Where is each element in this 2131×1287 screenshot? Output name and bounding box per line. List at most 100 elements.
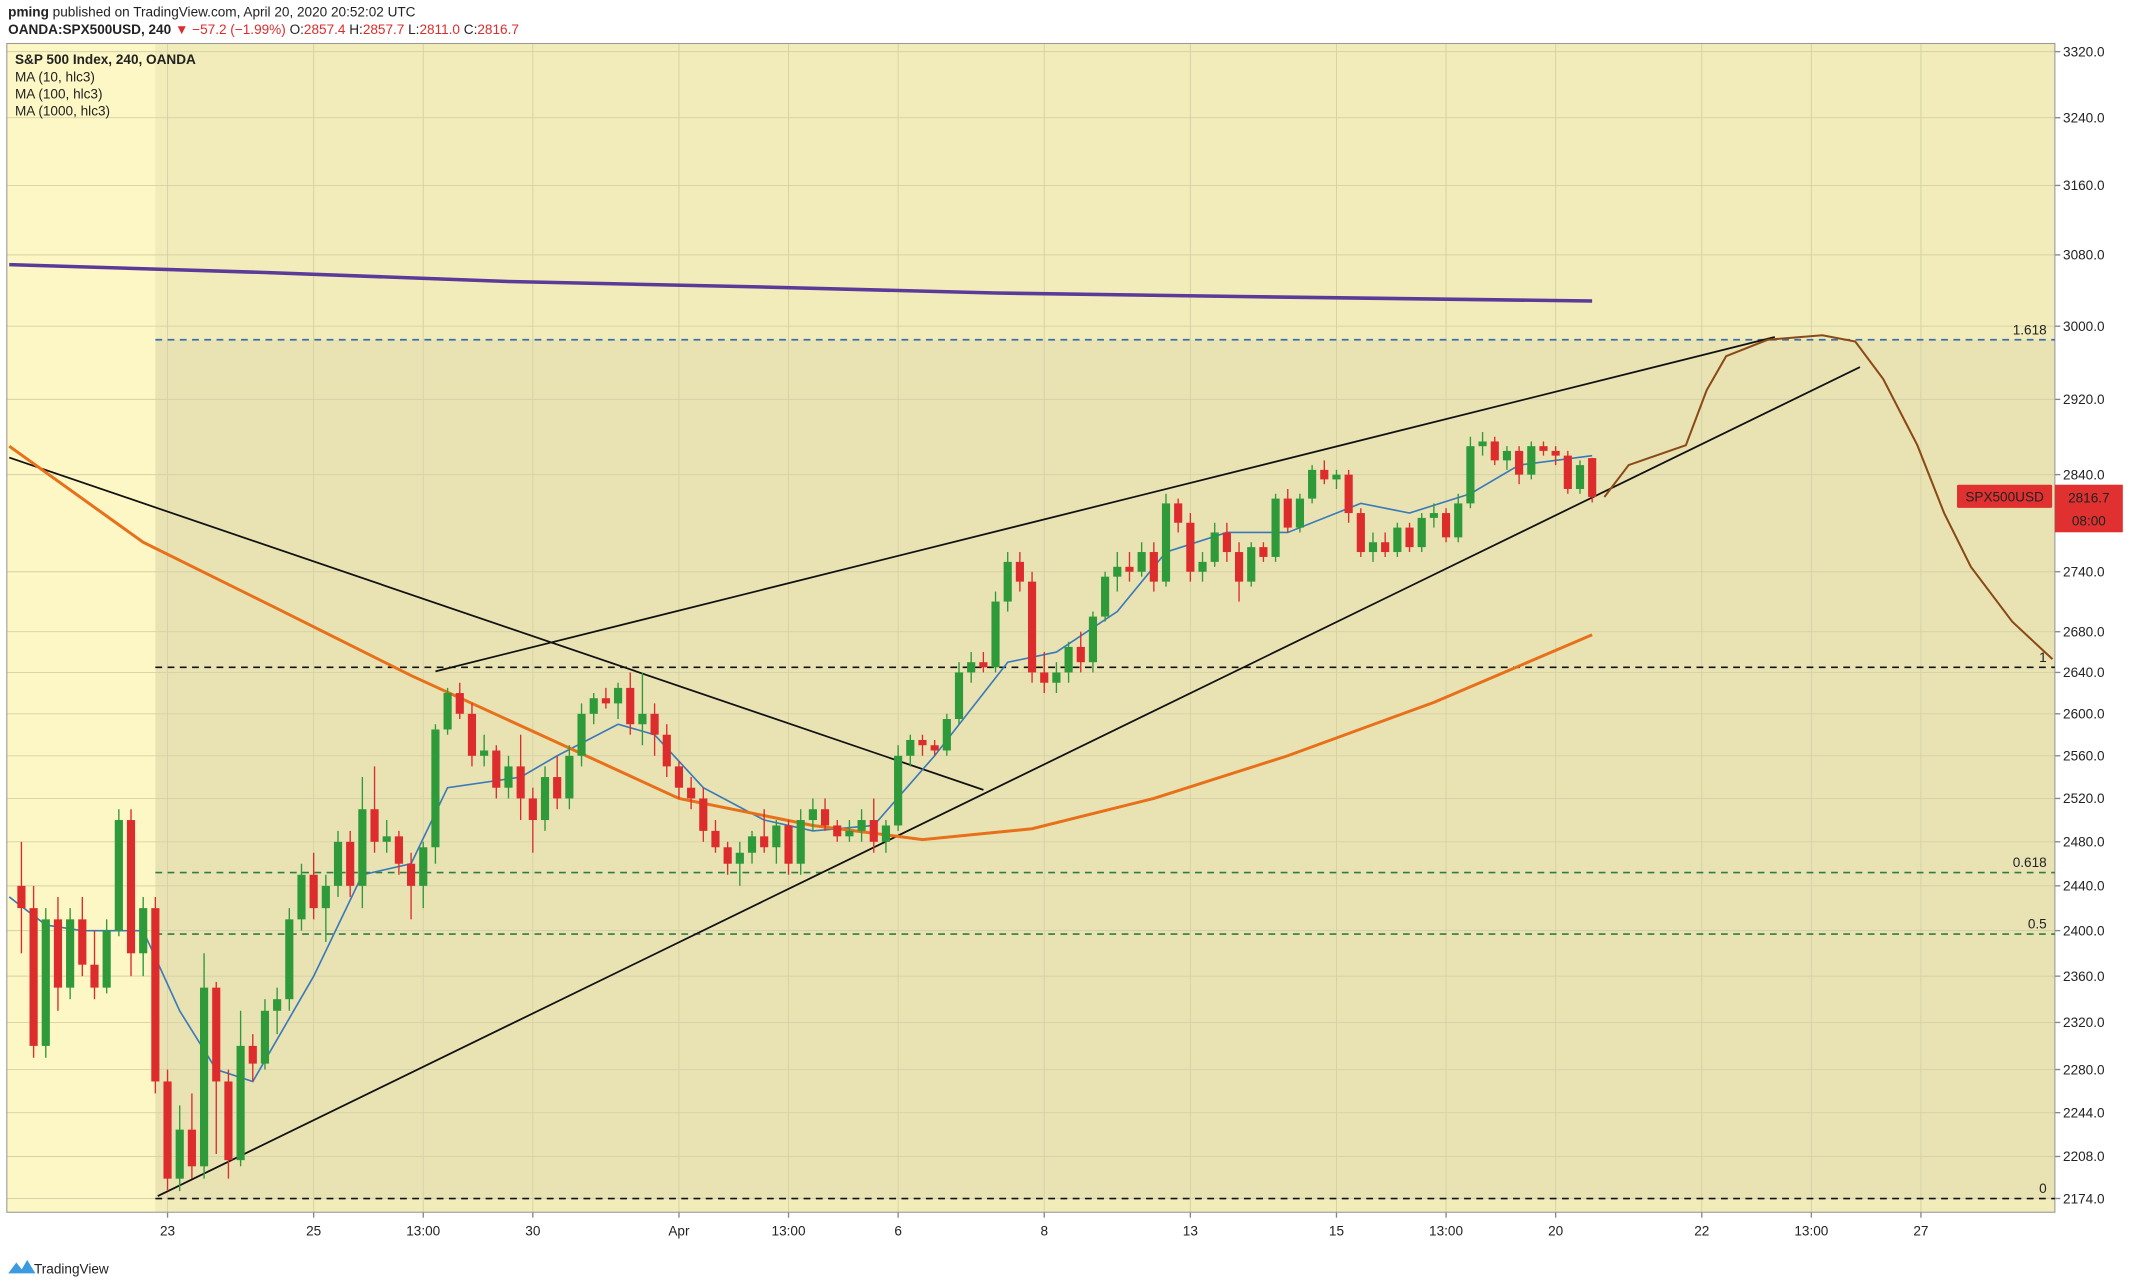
candle-body xyxy=(1393,527,1402,553)
y-tick-label: 2174.0 xyxy=(2063,1191,2105,1206)
x-tick-label: 15 xyxy=(1329,1223,1344,1238)
y-tick-label: 2920.0 xyxy=(2063,392,2105,407)
candle-body xyxy=(1429,513,1438,518)
y-tick-label: 3240.0 xyxy=(2063,110,2105,125)
candle-body xyxy=(869,820,878,842)
fib-label: 0.618 xyxy=(2013,855,2047,870)
candle-body xyxy=(699,798,708,831)
time-axis-bg xyxy=(6,1212,2055,1245)
candle-body xyxy=(1125,566,1134,572)
legend-entry: MA (100, hlc3) xyxy=(15,87,103,102)
candle-body xyxy=(1454,503,1463,538)
candle-body xyxy=(309,874,318,909)
candle-body xyxy=(772,825,781,848)
candle-body xyxy=(820,809,830,826)
candle-body xyxy=(321,885,330,909)
candle-body xyxy=(650,713,659,735)
candle-body xyxy=(1186,522,1195,572)
symbol: OANDA:SPX500USD, 240 xyxy=(8,22,171,37)
candle-body xyxy=(53,919,63,988)
candle-body xyxy=(1405,527,1414,548)
symbol-tag xyxy=(1957,484,2053,508)
candle-body xyxy=(613,687,623,704)
candle-body xyxy=(906,739,915,756)
y-tick-label: 2360.0 xyxy=(2063,969,2105,984)
x-tick-label: 22 xyxy=(1694,1223,1709,1238)
trendline xyxy=(435,336,1775,673)
candle-body xyxy=(1490,441,1499,461)
candle-body xyxy=(199,987,209,1167)
candle-body xyxy=(1234,552,1244,582)
author: pming xyxy=(8,4,49,19)
candle-body xyxy=(163,1081,172,1179)
candle-body xyxy=(735,852,744,864)
candle-body xyxy=(528,798,537,821)
candle-body xyxy=(638,713,647,725)
candle-body xyxy=(1174,503,1183,523)
candle-body xyxy=(1441,513,1451,538)
y-tick-label: 2208.0 xyxy=(2063,1149,2105,1164)
projection-curve xyxy=(1603,334,2054,660)
candle-body xyxy=(1502,450,1512,461)
y-tick-label: 2560.0 xyxy=(2063,749,2105,764)
trendline xyxy=(8,456,984,791)
candle-body xyxy=(455,693,464,714)
candle-body xyxy=(553,777,562,799)
candle-body xyxy=(285,919,294,1000)
candle-body xyxy=(1283,498,1292,528)
ohlc-value: 2857.7 xyxy=(363,22,405,37)
candle-body xyxy=(1247,547,1256,582)
candle-body xyxy=(930,745,939,751)
y-tick-label: 2640.0 xyxy=(2063,665,2105,680)
candle-body xyxy=(954,672,964,720)
candle-body xyxy=(406,863,416,886)
fib-label: 0.5 xyxy=(2028,917,2047,932)
candle-body xyxy=(1101,576,1110,617)
candle-body xyxy=(419,847,428,886)
candle-body xyxy=(175,1129,184,1179)
candle-body xyxy=(260,1010,270,1064)
candle-body xyxy=(1137,552,1146,572)
x-tick-label: 8 xyxy=(1040,1223,1048,1238)
candle-body xyxy=(467,713,477,756)
x-tick-label: 30 xyxy=(525,1223,541,1238)
candle-body xyxy=(382,836,391,842)
ohlc-value: 2816.7 xyxy=(477,22,519,37)
candle-body xyxy=(114,820,123,931)
candle-body xyxy=(1198,561,1207,572)
candle-body xyxy=(747,836,757,853)
candle-body xyxy=(881,825,891,842)
candle-body xyxy=(845,830,854,837)
candle-body xyxy=(1527,446,1536,475)
y-tick-label: 3160.0 xyxy=(2063,178,2105,193)
candle-body xyxy=(760,836,769,848)
y-tick-label: 2520.0 xyxy=(2063,791,2105,806)
candle-body xyxy=(1222,532,1231,553)
y-tick-label: 3000.0 xyxy=(2063,319,2105,334)
candle-body xyxy=(431,729,440,848)
header-line: pming published on TradingView.com, Apri… xyxy=(8,4,416,19)
candle-body xyxy=(346,841,355,886)
legend-entry: MA (1000, hlc3) xyxy=(15,104,110,119)
candle-body xyxy=(577,713,586,756)
candle-body xyxy=(1575,465,1585,489)
candle-body xyxy=(151,908,160,1082)
candle-body xyxy=(248,1045,257,1064)
brand-name: TradingView xyxy=(34,1261,109,1276)
candle-body xyxy=(540,777,550,821)
candle-body xyxy=(662,734,671,767)
ohlc-key: L: xyxy=(408,22,419,37)
candle-body xyxy=(1332,474,1341,480)
candle-body xyxy=(1368,542,1378,553)
x-tick-label: 13:00 xyxy=(1429,1223,1463,1238)
candle-body xyxy=(17,885,26,909)
candle-body xyxy=(224,1081,233,1161)
candle-body xyxy=(1210,532,1219,562)
ohlc-key: O: xyxy=(290,22,304,37)
y-tick-label: 2400.0 xyxy=(2063,923,2105,938)
candle-body xyxy=(1320,469,1329,480)
symbol-line: OANDA:SPX500USD, 240 ▼ −57.2 (−1.99%) O:… xyxy=(8,22,519,37)
legend-entry: MA (10, hlc3) xyxy=(15,70,95,85)
candle-body xyxy=(991,601,1000,668)
candle-body xyxy=(187,1129,196,1167)
